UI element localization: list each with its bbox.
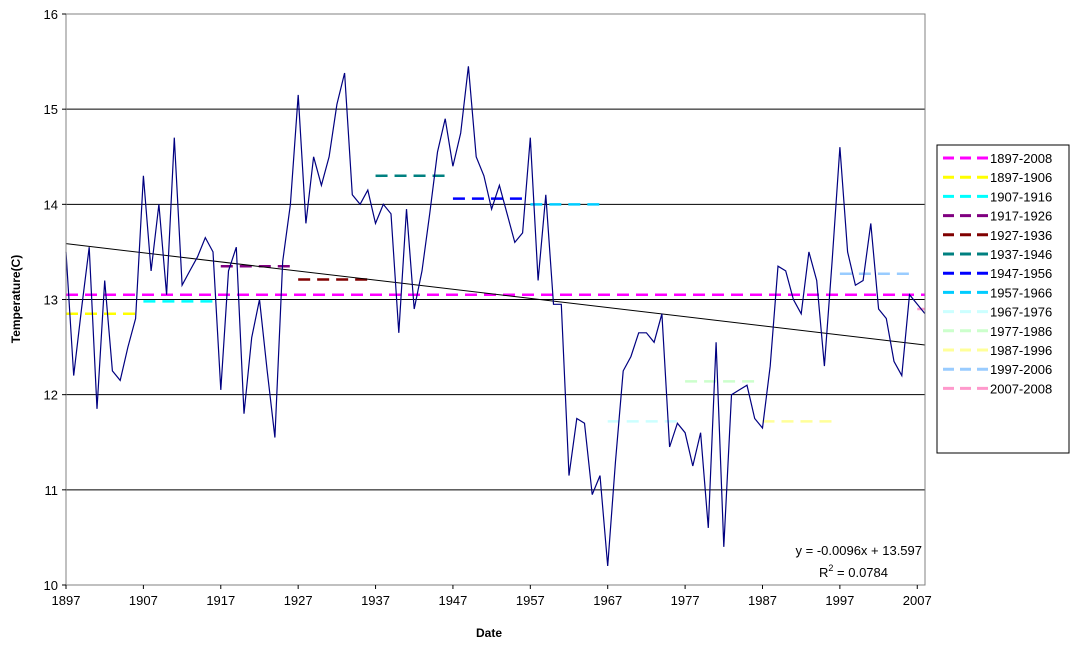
trendline: [65, 243, 926, 346]
r-squared-label: R2 = 0.0784: [819, 563, 888, 580]
x-tick-label: 1947: [438, 593, 467, 608]
y-axis-ticks: 10 11 12 13 14 15 16: [44, 7, 66, 593]
trendline-equation: y = -0.0096x + 13.597: [796, 543, 922, 558]
y-tick-label: 13: [44, 293, 58, 308]
x-axis-title: Date: [476, 626, 502, 640]
legend-label: 1987-1996: [990, 343, 1052, 358]
legend-label: 1937-1946: [990, 247, 1052, 262]
legend-label: 1897-1906: [990, 170, 1052, 185]
legend-label: 1947-1956: [990, 266, 1052, 281]
legend-label: 1907-1916: [990, 189, 1052, 204]
legend-label: 1977-1986: [990, 324, 1052, 339]
x-tick-label: 1987: [748, 593, 777, 608]
legend: 1897-2008 1897-1906 1907-1916 1917-1926 1927…: [936, 144, 1070, 454]
y-tick-label: 12: [44, 388, 58, 403]
legend-label: 1917-1926: [990, 209, 1052, 224]
x-tick-label: 1997: [825, 593, 854, 608]
legend-label: 1957-1966: [990, 285, 1052, 300]
plot-area: [65, 13, 926, 586]
r-squared-value: = 0.0784: [833, 565, 888, 580]
x-tick-label: 1977: [671, 593, 700, 608]
annual-temperature-line: [65, 66, 926, 567]
legend-box: [936, 144, 1070, 454]
r-squared-superscript: 2: [828, 563, 833, 573]
r-squared-r: R: [819, 565, 828, 580]
y-axis-title: Temperature(C): [9, 255, 23, 343]
legend-label: 1897-2008: [990, 151, 1052, 166]
y-tick-label: 16: [44, 7, 58, 22]
x-tick-label: 1907: [129, 593, 158, 608]
x-tick-label: 1897: [52, 593, 81, 608]
x-tick-label: 1917: [206, 593, 235, 608]
x-tick-label: 1967: [593, 593, 622, 608]
y-tick-label: 10: [44, 578, 58, 593]
y-tick-label: 11: [45, 483, 59, 498]
legend-label: 1927-1936: [990, 228, 1052, 243]
data-lines: [65, 66, 926, 567]
x-axis-ticks: 1897 1907 1917 1927 1937 1947 1957 1967 1977 1987…: [52, 585, 932, 608]
x-tick-label: 1927: [284, 593, 313, 608]
legend-label: 1967-1976: [990, 305, 1052, 320]
gridlines: [66, 108, 925, 491]
y-tick-label: 15: [44, 102, 58, 117]
legend-label: 2007-2008: [990, 381, 1052, 396]
legend-label: 1997-2006: [990, 362, 1052, 377]
x-tick-label: 1937: [361, 593, 390, 608]
y-tick-label: 14: [44, 197, 58, 212]
x-tick-label: 2007: [903, 593, 932, 608]
x-tick-label: 1957: [516, 593, 545, 608]
